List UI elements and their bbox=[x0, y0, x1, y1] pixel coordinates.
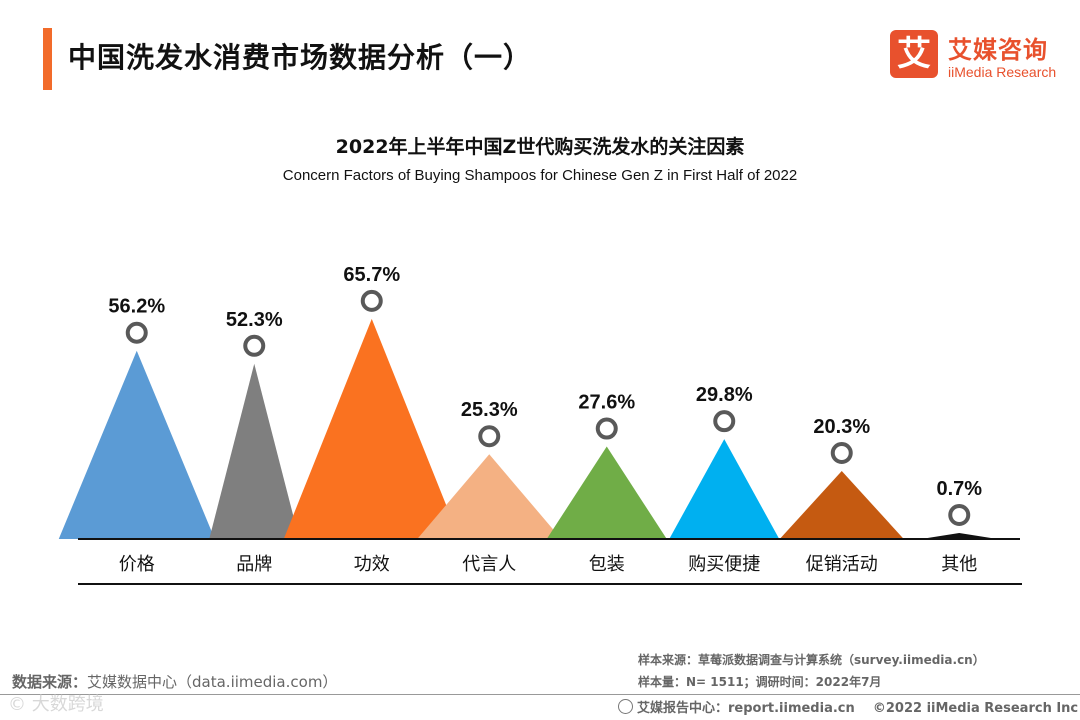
watermark: © 大数跨境 bbox=[8, 694, 104, 715]
value-marker-4 bbox=[478, 425, 501, 448]
report-center: 艾媒报告中心：report.iimedia.cn bbox=[637, 701, 855, 716]
page-title: 中国洗发水消费市场数据分析（一） bbox=[68, 41, 533, 74]
data-label-4: 25.3% bbox=[461, 399, 518, 421]
category-label-7: 促销活动 bbox=[806, 554, 878, 575]
title-accent-bar bbox=[43, 28, 52, 90]
globe-icon bbox=[618, 699, 633, 714]
report-footer: 艾媒报告中心：report.iimedia.cn ©2022 iiMedia R… bbox=[618, 697, 1078, 716]
value-marker-1 bbox=[125, 321, 148, 344]
data-label-3: 65.7% bbox=[343, 264, 400, 286]
chart-subtitle: Concern Factors of Buying Shampoos for C… bbox=[282, 167, 798, 184]
category-label-8: 其他 bbox=[941, 554, 977, 575]
data-label-1: 56.2% bbox=[108, 296, 165, 318]
triangle-bar-2 bbox=[209, 363, 300, 539]
triangle-bar-1 bbox=[58, 350, 215, 539]
category-label-4: 代言人 bbox=[462, 554, 516, 575]
data-source-text: 艾媒数据中心（data.iimedia.com） bbox=[87, 673, 338, 691]
footer-divider bbox=[0, 694, 1080, 695]
iimedia-logo: 艾 艾媒咨询 iiMedia Research bbox=[890, 30, 1070, 86]
data-label-6: 29.8% bbox=[696, 384, 753, 406]
sample-size: 样本量：N= 1511；调研时间：2022年7月 bbox=[638, 675, 882, 689]
triangle-bar-4 bbox=[417, 454, 562, 539]
triangle-bar-3 bbox=[283, 318, 460, 539]
triangle-bar-7 bbox=[779, 470, 904, 539]
category-label-3: 功效 bbox=[354, 554, 390, 575]
triangle-bar-6 bbox=[669, 439, 780, 539]
value-marker-2 bbox=[243, 334, 266, 357]
category-label-5: 包装 bbox=[589, 554, 625, 575]
value-marker-8 bbox=[948, 504, 971, 526]
data-source-label: 数据来源： bbox=[12, 673, 88, 691]
triangle-bar-5 bbox=[546, 446, 667, 539]
data-source: 数据来源：艾媒数据中心（data.iimedia.com） bbox=[12, 671, 337, 692]
data-label-8: 0.7% bbox=[936, 478, 982, 500]
value-marker-3 bbox=[360, 289, 383, 312]
logo-english-name: iiMedia Research bbox=[948, 64, 1057, 80]
value-marker-5 bbox=[595, 417, 618, 440]
data-label-5: 27.6% bbox=[578, 392, 635, 414]
logo-chinese-name: 艾媒咨询 bbox=[948, 36, 1048, 64]
copyright: ©2022 iiMedia Research Inc bbox=[872, 701, 1079, 716]
sample-source: 样本来源：草莓派数据调查与计算系统（survey.iimedia.cn） bbox=[638, 653, 985, 667]
logo-mark: 艾 bbox=[890, 30, 938, 78]
value-marker-7 bbox=[830, 441, 853, 464]
chart-title: 2022年上半年中国Z世代购买洗发水的关注因素 bbox=[335, 136, 745, 158]
category-label-6: 购买便捷 bbox=[688, 554, 760, 575]
data-label-7: 20.3% bbox=[813, 416, 870, 438]
data-label-2: 52.3% bbox=[226, 309, 283, 331]
triangle-bar-8 bbox=[921, 533, 998, 539]
category-label-1: 价格 bbox=[119, 554, 155, 575]
value-marker-6 bbox=[713, 410, 736, 433]
category-label-2: 品牌 bbox=[236, 554, 272, 575]
